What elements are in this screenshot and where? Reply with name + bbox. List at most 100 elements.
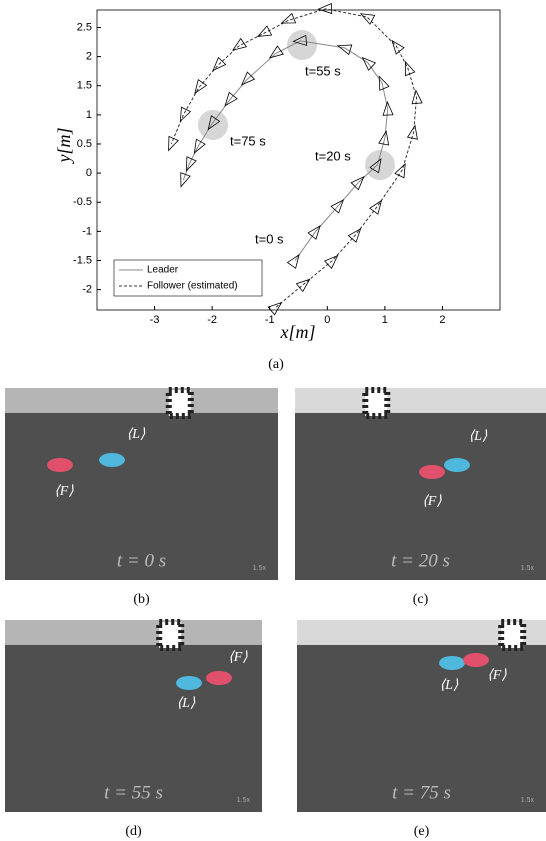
y-tick-label: 0 <box>86 167 92 179</box>
pose-marker <box>240 71 256 86</box>
speed-label: 1.5x <box>521 797 535 804</box>
follower-label: ⟨F⟩ <box>54 484 74 499</box>
trajectory <box>182 40 389 261</box>
time-label: t = 0 s <box>117 550 166 571</box>
legend-box <box>113 259 263 297</box>
pose-marker <box>378 130 390 146</box>
leader-label: ⟨L⟩ <box>440 678 459 693</box>
pose-marker <box>361 56 377 71</box>
leader-robot <box>99 453 125 467</box>
photo-wall <box>5 620 262 645</box>
leader-label: ⟨L⟩ <box>469 429 488 444</box>
pose-marker <box>231 37 248 51</box>
highlight <box>287 30 317 60</box>
follower-robot <box>47 458 73 472</box>
pose-marker <box>193 138 206 154</box>
time-label: t = 55 s <box>104 782 163 803</box>
time-label: t = 20 s <box>391 550 450 571</box>
pose-marker <box>212 56 227 72</box>
y-tick-label: 2 <box>86 51 92 63</box>
x-tick-label: 2 <box>439 314 445 326</box>
pose-marker <box>168 135 179 152</box>
pose-marker <box>307 224 321 240</box>
pose-marker <box>404 60 416 77</box>
pose-marker <box>382 100 394 116</box>
y-tick-label: 0.5 <box>77 138 92 150</box>
pose-marker <box>323 254 339 269</box>
panel-caption: (b) <box>133 592 150 607</box>
leader-robot <box>439 656 465 670</box>
x-axis-label: x[m] <box>280 322 316 342</box>
photo-floor <box>297 620 546 812</box>
pose-marker <box>256 25 273 38</box>
pose-marker <box>411 89 423 105</box>
x-tick-label: -1 <box>265 314 275 326</box>
follower-label: ⟨F⟩ <box>422 494 442 509</box>
y-tick-label: -0.5 <box>73 196 92 208</box>
trajectory <box>170 8 418 308</box>
leader-robot <box>444 458 470 472</box>
follower-robot <box>463 653 489 667</box>
leader-robot <box>176 676 202 690</box>
photo-floor <box>295 388 546 580</box>
time-label: t = 75 s <box>392 782 451 803</box>
y-tick-label: 1 <box>86 109 92 121</box>
y-axis-label: y[m] <box>54 128 74 165</box>
pose-marker <box>317 2 333 15</box>
checkerboard <box>362 387 391 419</box>
pose-marker <box>378 75 390 91</box>
annotation: t=20 s <box>315 148 351 163</box>
panel-caption: (d) <box>125 824 142 839</box>
pose-marker <box>394 162 406 179</box>
y-tick-label: -2 <box>82 284 92 296</box>
follower-robot <box>206 671 232 685</box>
checkerboard <box>156 619 185 651</box>
pose-marker <box>295 278 311 293</box>
x-tick-label: -2 <box>207 314 217 326</box>
pose-marker <box>359 13 376 25</box>
speed-label: 1.5x <box>253 565 267 572</box>
leader-label: ⟨L⟩ <box>177 696 196 711</box>
pose-marker <box>207 115 221 131</box>
legend-label: Leader <box>147 265 179 276</box>
photo: ⟨L⟩ ⟨F⟩ t = 55 s 1.5x <box>5 619 262 812</box>
pose-marker <box>292 34 308 46</box>
follower-robot <box>419 465 445 479</box>
pose-marker <box>179 106 192 123</box>
x-tick-label: 1 <box>382 314 388 326</box>
leader-label: ⟨L⟩ <box>127 427 146 442</box>
pose-marker <box>286 253 300 269</box>
photo-floor <box>5 388 278 580</box>
photo: ⟨L⟩ ⟨F⟩ t = 75 s 1.5x <box>297 619 546 812</box>
photo-wall <box>295 388 546 413</box>
x-tick-label: -3 <box>150 314 160 326</box>
photo: ⟨L⟩ ⟨F⟩ t = 0 s 1.5x <box>5 387 278 580</box>
pose-marker <box>350 175 365 191</box>
follower-label: ⟨F⟩ <box>487 668 507 683</box>
pose-marker <box>347 228 362 243</box>
pose-marker <box>267 301 283 316</box>
pose-marker <box>180 172 191 188</box>
annotation: t=0 s <box>255 231 284 246</box>
pose-marker <box>224 91 238 107</box>
panel-caption: (c) <box>413 592 429 607</box>
pose-marker <box>330 199 345 214</box>
pose-marker <box>185 156 197 172</box>
y-tick-label: -1.5 <box>73 254 92 266</box>
follower-label: ⟨F⟩ <box>228 650 248 665</box>
speed-label: 1.5x <box>237 797 251 804</box>
photo: ⟨L⟩ ⟨F⟩ t = 20 s 1.5x <box>295 387 546 580</box>
x-tick-label: 0 <box>324 314 330 326</box>
pose-marker <box>406 124 418 140</box>
y-tick-label: 1.5 <box>77 80 92 92</box>
photo-floor <box>5 620 262 812</box>
highlight <box>198 110 228 140</box>
photo-wall <box>5 388 278 413</box>
y-tick-label: -1 <box>82 225 92 237</box>
pose-marker <box>268 45 284 59</box>
legend-label: Follower (estimated) <box>147 281 238 292</box>
speed-label: 1.5x <box>521 565 535 572</box>
checkerboard <box>498 619 527 651</box>
